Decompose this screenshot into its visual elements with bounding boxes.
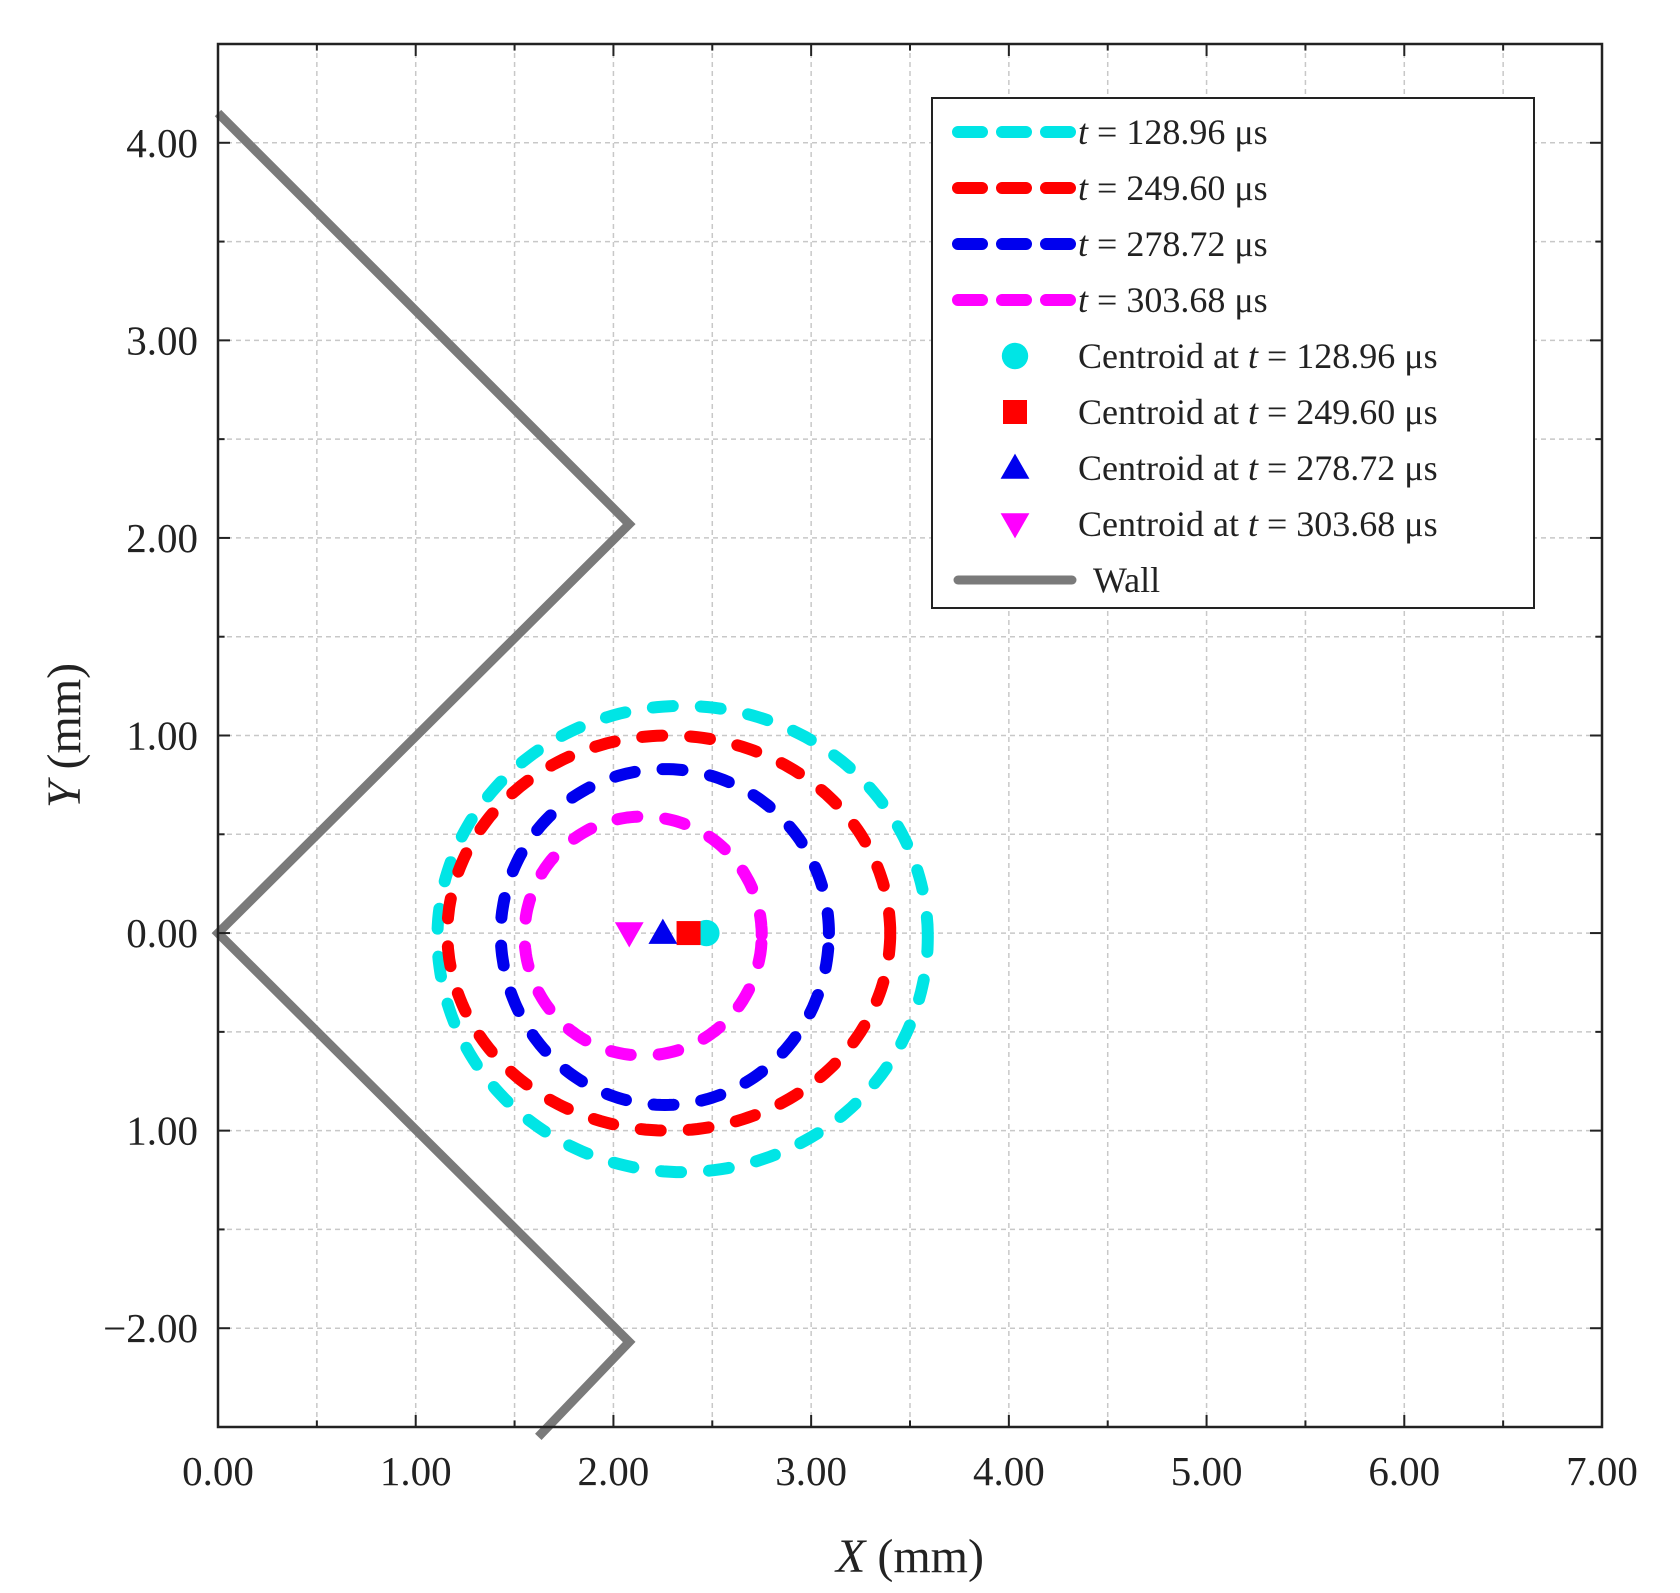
x-axis-unit: (mm) <box>865 1530 984 1583</box>
centroid-marker <box>676 921 701 946</box>
legend-marker-swatch <box>1000 453 1030 479</box>
legend-t-symbol: t <box>1248 504 1259 544</box>
legend-centroid-label: Centroid at t = 303.68 μs <box>1078 504 1438 544</box>
y-tick-label: 0.00 <box>126 910 198 956</box>
legend-prefix: Centroid at <box>1078 448 1248 488</box>
centroid-marker <box>648 918 678 944</box>
contour-line <box>441 729 897 1137</box>
x-tick-label: 3.00 <box>775 1448 847 1494</box>
legend-prefix: Centroid at <box>1078 392 1248 432</box>
legend-t-symbol: t <box>1078 280 1089 320</box>
contour-line <box>518 810 768 1062</box>
axis-ticks: 0.00 1.00 2.00 3.00 4.00 5.00 6.00 7.00 4.00 3.00… <box>103 44 1638 1494</box>
x-tick-label: 0.00 <box>182 1448 254 1494</box>
legend-t-symbol: t <box>1248 448 1259 488</box>
legend-t-symbol: t <box>1078 224 1089 264</box>
legend-value: = 249.60 μs <box>1088 168 1268 208</box>
y-tick-label: 3.00 <box>126 317 198 363</box>
y-axis-var: Y <box>38 777 91 808</box>
legend-value: = 128.96 μs <box>1258 336 1438 376</box>
wall-line <box>211 109 636 1441</box>
legend-series-label: t = 278.72 μs <box>1078 224 1268 264</box>
legend-marker-swatch <box>1003 400 1027 424</box>
legend-value: = 303.68 μs <box>1258 504 1438 544</box>
legend-series-label: t = 249.60 μs <box>1078 168 1268 208</box>
legend-prefix: Centroid at <box>1078 504 1248 544</box>
x-axis-var: X <box>834 1530 867 1583</box>
legend-prefix: Centroid at <box>1078 336 1248 376</box>
legend-value: = 303.68 μs <box>1088 280 1268 320</box>
legend-t-symbol: t <box>1248 336 1259 376</box>
y-tick-label: 4.00 <box>126 120 198 166</box>
legend-centroid-label: Centroid at t = 278.72 μs <box>1078 448 1438 488</box>
legend-value: = 128.96 μs <box>1088 112 1268 152</box>
x-tick-label: 1.00 <box>380 1448 452 1494</box>
centroid-marker <box>614 922 644 948</box>
x-tick-label: 5.00 <box>1171 1448 1243 1494</box>
legend-value: = 249.60 μs <box>1258 392 1438 432</box>
x-tick-label: 4.00 <box>973 1448 1045 1494</box>
legend-value: = 278.72 μs <box>1258 448 1438 488</box>
legend: t = 128.96 μst = 249.60 μst = 278.72 μst… <box>931 97 1535 609</box>
legend-value: = 278.72 μs <box>1088 224 1268 264</box>
y-tick-label: 1.00 <box>126 1108 198 1154</box>
legend-t-symbol: t <box>1078 168 1089 208</box>
legend-t-symbol: t <box>1248 392 1259 432</box>
legend-t-symbol: t <box>1078 112 1089 152</box>
x-axis-label: X (mm) <box>834 1530 984 1583</box>
y-axis-unit: (mm) <box>38 663 91 782</box>
contour-lines <box>431 699 934 1179</box>
y-tick-label: 1.00 <box>126 713 198 759</box>
y-axis-label: Y (mm) <box>38 663 91 808</box>
legend-centroid-label: Centroid at t = 249.60 μs <box>1078 392 1438 432</box>
legend-marker-swatch <box>1001 342 1029 370</box>
wall-line-group <box>211 109 636 1441</box>
x-tick-label: 6.00 <box>1368 1448 1440 1494</box>
y-tick-label: 2.00 <box>126 515 198 561</box>
x-tick-label: 7.00 <box>1566 1448 1638 1494</box>
centroid-markers <box>614 918 720 948</box>
contour-line <box>431 699 934 1179</box>
legend-series-label: t = 128.96 μs <box>1078 112 1268 152</box>
x-tick-label: 2.00 <box>578 1448 650 1494</box>
legend-marker-swatch <box>1000 513 1030 539</box>
legend-centroid-label: Centroid at t = 128.96 μs <box>1078 336 1438 376</box>
contour-line <box>494 763 835 1112</box>
legend-entries: t = 128.96 μst = 249.60 μst = 278.72 μst… <box>952 112 1438 600</box>
legend-series-label: t = 303.68 μs <box>1078 280 1268 320</box>
legend-wall-label: Wall <box>1093 560 1160 600</box>
y-tick-label: −2.00 <box>103 1305 198 1351</box>
legend-box <box>931 97 1535 609</box>
